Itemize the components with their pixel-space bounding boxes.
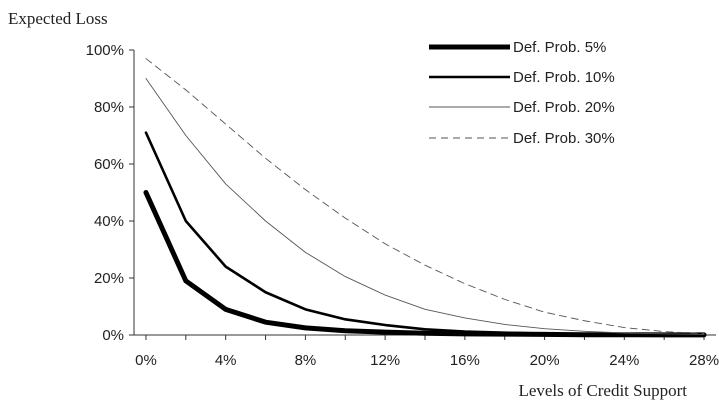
- x-tick-label: 20%: [530, 352, 560, 369]
- x-tick-label: 8%: [295, 352, 317, 369]
- y-tick-label: 0%: [102, 327, 124, 344]
- series-group: [143, 58, 707, 338]
- y-axis-title: Expected Loss: [8, 9, 108, 28]
- legend-label-3: Def. Prob. 20%: [513, 99, 615, 116]
- x-tick-label: 16%: [450, 352, 480, 369]
- y-tick-label: 60%: [94, 156, 124, 173]
- series-line-4: [145, 58, 705, 335]
- series-line-1: [143, 190, 707, 338]
- x-tick-label: 0%: [135, 352, 157, 369]
- y-tick-label: 100%: [86, 42, 124, 59]
- x-tick-label: 4%: [215, 352, 237, 369]
- axes: 0% 20% 40% 60% 80% 100% 0% 4% 8% 12% 16% 20% 24% 28%: [86, 42, 719, 369]
- x-tick-label: 12%: [370, 352, 400, 369]
- legend-label-2: Def. Prob. 10%: [513, 69, 615, 86]
- legend-label-1: Def. Prob. 5%: [513, 39, 606, 56]
- legend: Def. Prob. 5% Def. Prob. 10% Def. Prob. 20…: [429, 39, 615, 147]
- x-tick-label: 28%: [689, 352, 719, 369]
- legend-label-4: Def. Prob. 30%: [513, 130, 615, 147]
- x-tick-label: 24%: [609, 352, 639, 369]
- series-line-3: [145, 78, 705, 335]
- series-line-2: [144, 131, 706, 337]
- y-tick-label: 20%: [94, 270, 124, 287]
- x-axis-title: Levels of Credit Support: [518, 381, 687, 400]
- y-tick-label: 40%: [94, 213, 124, 230]
- y-tick-label: 80%: [94, 99, 124, 116]
